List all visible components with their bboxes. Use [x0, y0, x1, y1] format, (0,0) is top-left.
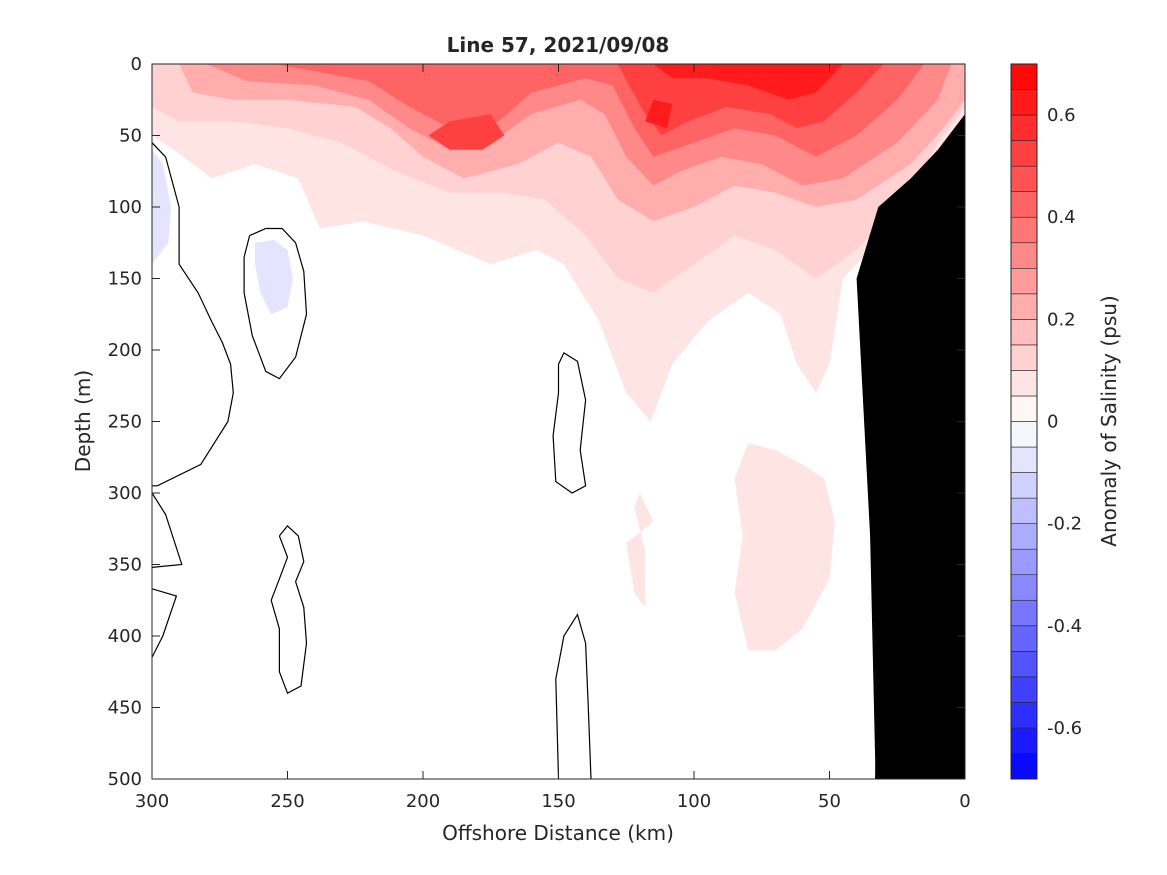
colorbar-bin — [1010, 625, 1038, 652]
y-tick-label: 300 — [108, 483, 142, 504]
colorbar-tick-label: -0.2 — [1047, 514, 1082, 535]
colorbar-frame — [1010, 63, 1038, 780]
colorbar-bin — [1010, 753, 1038, 780]
colorbar-tick-label: 0 — [1047, 412, 1058, 433]
chart-title: Line 57, 2021/09/08 — [447, 33, 670, 57]
colorbar-tick-label: 0.4 — [1047, 207, 1076, 228]
colorbar-bin — [1010, 293, 1038, 320]
colorbar-bin — [1010, 472, 1038, 499]
zero-contour-line — [152, 588, 178, 658]
plot-area — [151, 63, 966, 780]
colorbar-bin — [1010, 191, 1038, 218]
colorbar-bin — [1010, 548, 1038, 576]
colorbar-bin — [1010, 599, 1038, 627]
colorbar-bin — [1010, 676, 1038, 703]
positive-anomaly-region — [428, 114, 505, 150]
x-tick-label: 300 — [135, 791, 169, 812]
positive-anomaly-region — [734, 443, 835, 651]
y-tick-label: 150 — [108, 269, 142, 290]
colorbar-bin — [1010, 574, 1038, 601]
zero-contour-line — [243, 227, 308, 380]
colorbar-bin — [1010, 370, 1038, 397]
negative-anomaly-region — [255, 239, 293, 315]
zero-contour-line — [270, 525, 308, 695]
y-tick-label: 100 — [108, 197, 142, 218]
colorbar-bin — [1010, 702, 1038, 729]
y-axis: 0 50 100 150 200 250 300 350 400 450 500 — [108, 54, 965, 790]
y-tick-label: 50 — [119, 126, 142, 147]
zero-contour-line — [552, 352, 587, 494]
y-tick-label: 0 — [131, 54, 142, 75]
negative-anomaly-region — [152, 149, 171, 265]
colorbar-ticks: -0.6 -0.4 -0.2 0 0.2 0.4 0.6 — [1047, 105, 1082, 739]
x-tick-label: 100 — [677, 791, 711, 812]
seafloor-bathymetry — [856, 114, 965, 779]
colorbar-tick-label: 0.6 — [1047, 105, 1076, 126]
x-tick-label: 0 — [959, 791, 970, 812]
colorbar-bins — [1010, 63, 1038, 780]
y-axis-label: Depth (m) — [71, 370, 95, 472]
y-tick-label: 200 — [108, 340, 142, 361]
colorbar-bin — [1010, 523, 1038, 550]
x-axis-label: Offshore Distance (km) — [442, 821, 674, 845]
x-tick-label: 150 — [541, 791, 575, 812]
colorbar-bin — [1010, 140, 1038, 167]
zero-contour-line — [152, 492, 183, 568]
x-axis: 300 250 200 150 100 50 0 — [135, 64, 971, 812]
colorbar-bin — [1010, 165, 1038, 192]
bathymetry-layer — [856, 114, 965, 779]
colorbar-bin — [1010, 727, 1038, 754]
colorbar-bin — [1010, 497, 1038, 524]
colorbar-bin — [1010, 89, 1038, 116]
colorbar-label: Anomaly of Salinity (psu) — [1097, 295, 1121, 546]
colorbar-tick-label: 0.2 — [1047, 309, 1076, 330]
colorbar-bin — [1010, 446, 1038, 473]
colorbar-tick-label: -0.4 — [1047, 616, 1082, 637]
colorbar-bin — [1010, 114, 1038, 141]
colorbar-tick-label: -0.6 — [1047, 718, 1082, 739]
colorbar-bin — [1010, 344, 1038, 371]
y-tick-label: 400 — [108, 626, 142, 647]
colorbar-bin — [1010, 395, 1038, 422]
positive-anomaly-region — [626, 493, 654, 608]
anomaly-fill-layer — [152, 64, 965, 651]
colorbar-bin — [1010, 242, 1038, 269]
y-tick-label: 250 — [108, 412, 142, 433]
y-tick-label: 500 — [108, 769, 142, 790]
y-tick-label: 350 — [108, 555, 142, 576]
x-tick-label: 250 — [270, 791, 304, 812]
positive-anomaly-region — [645, 99, 673, 129]
zero-contour-line — [152, 142, 234, 487]
colorbar: -0.6 -0.4 -0.2 0 0.2 0.4 0.6 — [1010, 63, 1082, 780]
y-tick-label: 450 — [108, 698, 142, 719]
x-tick-label: 200 — [406, 791, 440, 812]
colorbar-bin — [1010, 651, 1038, 678]
colorbar-bin — [1010, 421, 1038, 448]
positive-anomaly-region — [653, 64, 843, 100]
colorbar-bin — [1010, 216, 1038, 244]
colorbar-bin — [1010, 267, 1038, 295]
colorbar-bin — [1010, 63, 1038, 90]
zero-contour-line — [555, 613, 592, 779]
colorbar-bin — [1010, 319, 1038, 346]
x-tick-label: 50 — [818, 791, 841, 812]
